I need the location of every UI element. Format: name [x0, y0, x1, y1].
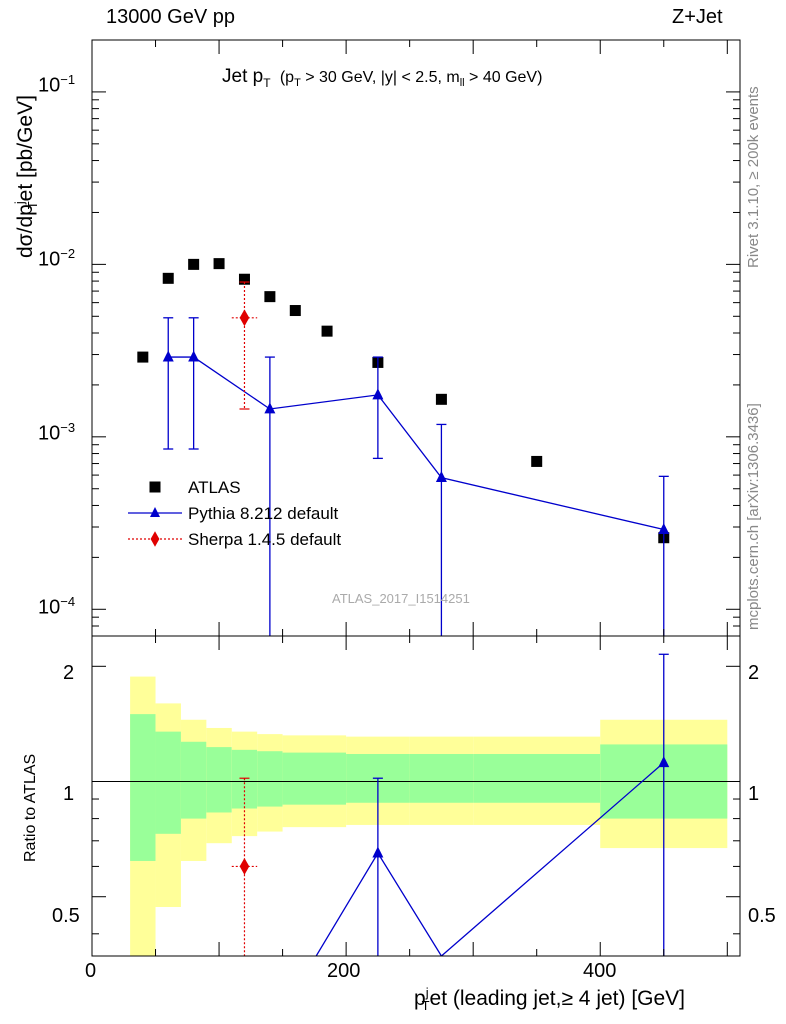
ratio-band-inner [130, 714, 156, 861]
ratio-band-inner [180, 741, 207, 819]
legend-label-atlas: ATLAS [188, 478, 241, 497]
ratio-y-tick-2-left: 2 [63, 662, 75, 684]
ratio-plot-series [168, 653, 670, 956]
title-cut-part: (p [279, 69, 295, 86]
header-right: Z+Jet [672, 6, 723, 28]
x-tick-200: 200 [327, 960, 361, 982]
atlas-data-point [137, 351, 149, 363]
plot-axes [91, 39, 741, 957]
y-tick-label-1: 10−1 [38, 72, 75, 98]
sherpa-ratio-point [239, 858, 250, 875]
xlabel-sub: T [421, 998, 430, 1014]
ratio-y-tick-05-right: 0.5 [748, 905, 776, 927]
pythia-ratio-point [658, 756, 670, 768]
ylabel-sub: T [25, 201, 41, 210]
x-tick-0: 0 [85, 960, 97, 982]
header-left: 13000 GeV pp [106, 6, 235, 28]
ratio-band-inner [308, 752, 347, 805]
legend-label-sherpa: Sherpa 1.4.5 default [188, 530, 342, 549]
tick-exp: −4 [60, 594, 76, 609]
tick-base: 10 [38, 248, 61, 271]
xlabel-sup: j [425, 985, 429, 1000]
main-plot-title: Jet pT (pT > 30 GeV, |y| < 2.5, mll > 40… [222, 66, 542, 90]
ratio-y-tick-1-right: 1 [748, 783, 760, 805]
title-main-sub: T [263, 75, 271, 90]
mcplots-label: mcplots.cern.ch [arXiv:1306.3436] [745, 403, 762, 630]
ylabel-part: et [pb/GeV] [14, 95, 37, 202]
atlas-data-point [289, 305, 301, 317]
pythia-data-point [188, 350, 200, 362]
title-cut-sub: T [294, 77, 301, 90]
sherpa-data-point [239, 309, 250, 327]
ratio-y-tick-05-left: 0.5 [52, 905, 80, 927]
tick-exp: −3 [60, 420, 76, 435]
ratio-band-inner [257, 751, 283, 807]
ratio-band-inner [282, 752, 308, 805]
atlas-data-point [264, 291, 276, 303]
pythia-data-point [435, 471, 447, 483]
main-plot-series [137, 258, 670, 636]
tick-base: 10 [38, 422, 61, 445]
pythia-data-point [162, 350, 174, 362]
tick-base: 10 [38, 74, 61, 97]
y-tick-label-4: 10−4 [38, 594, 75, 620]
rivet-version-label: Rivet 3.1.10, ≥ 200k events [745, 86, 762, 268]
legend-markers [128, 481, 182, 547]
y-tick-label-2: 10−2 [38, 246, 75, 272]
main-y-axis-label: dσ/dpjTet [pb/GeV] [12, 95, 40, 258]
xlabel-part: p [414, 987, 426, 1010]
atlas-data-point [321, 325, 333, 337]
y-tick-label-3: 10−3 [38, 420, 75, 446]
legend-marker-sherpa [150, 531, 160, 547]
ratio-band-inner [206, 747, 232, 813]
ratio-band-inner [473, 754, 601, 803]
tick-base: 10 [38, 596, 61, 619]
atlas-data-point [188, 258, 200, 270]
ylabel-part: dσ/dp [14, 204, 37, 258]
ratio-y-tick-2-right: 2 [748, 662, 760, 684]
title-main: Jet p [222, 66, 264, 87]
atlas-data-point [162, 272, 174, 284]
ratio-y-tick-1-left: 1 [63, 783, 75, 805]
pythia-ratio-point [372, 846, 384, 858]
pythia-data-point [372, 388, 384, 400]
x-axis-label: pjTet (leading jet,≥ 4 jet) [GeV] [414, 985, 685, 1013]
title-cut-part: > 30 GeV, |y| < 2.5, m [300, 69, 460, 86]
title-cut-sub: ll [459, 77, 465, 90]
legend-marker-atlas [149, 481, 161, 493]
atlas-data-point [435, 393, 447, 405]
pythia-data-point [264, 402, 276, 414]
legend-marker-pythia [150, 507, 160, 517]
atlas-data-point [213, 258, 225, 270]
legend-label-pythia: Pythia 8.212 default [188, 504, 339, 523]
title-cuts: (pT > 30 GeV, |y| < 2.5, mll > 40 GeV) [279, 69, 543, 90]
title-cut-part: > 40 GeV) [464, 69, 543, 86]
atlas-data-point [531, 455, 543, 467]
x-tick-400: 400 [583, 960, 617, 982]
pythia-ratio-line [168, 762, 665, 956]
tick-exp: −2 [60, 246, 76, 261]
atlas-data-point [238, 273, 250, 285]
tick-exp: −1 [60, 72, 76, 87]
pythia-data-point [658, 522, 670, 534]
ratio-band-inner [155, 731, 181, 834]
xlabel-part: et (leading jet,≥ 4 jet) [GeV] [429, 987, 686, 1010]
ratio-plot-frame [91, 635, 741, 957]
ratio-y-axis-label: Ratio to ATLAS [22, 753, 39, 862]
analysis-id-label: ATLAS_2017_I1514251 [332, 591, 470, 606]
ratio-band-inner [409, 754, 474, 803]
pythia-line [168, 356, 664, 531]
